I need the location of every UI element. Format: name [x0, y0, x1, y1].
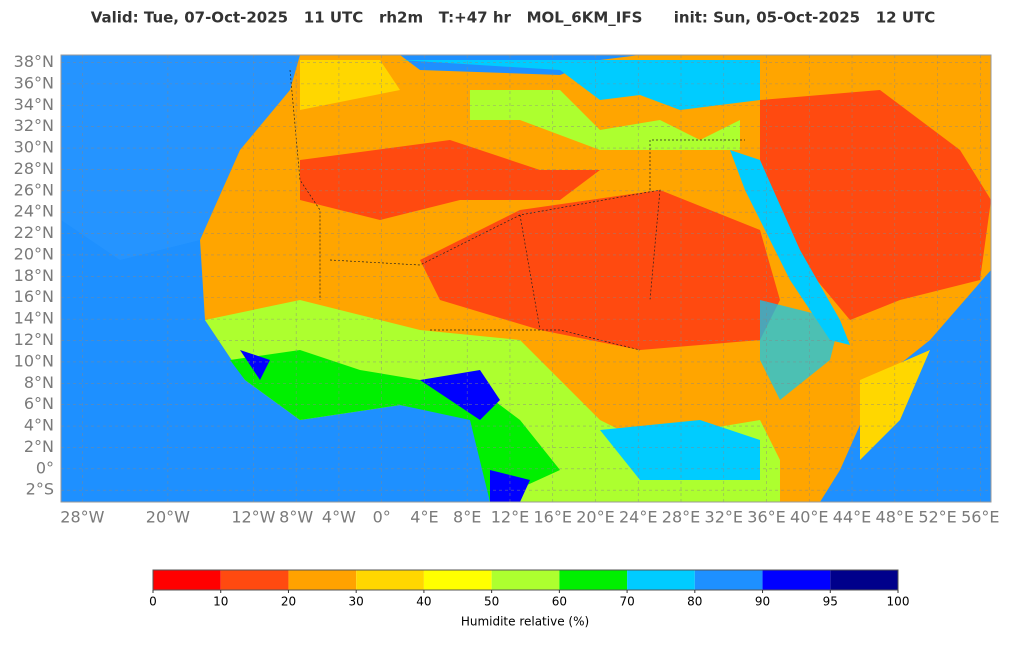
- colorbar-tick-label: 60: [552, 595, 567, 609]
- y-tick-label: 2°S: [26, 480, 54, 499]
- colorbar-tick-label: 70: [619, 595, 634, 609]
- colorbar-segment: [220, 570, 289, 590]
- y-tick-label: 32°N: [14, 116, 54, 135]
- x-tick-label: 48°E: [876, 508, 914, 527]
- colorbar-tick-label: 20: [281, 595, 296, 609]
- y-tick-label: 26°N: [14, 180, 54, 199]
- colorbar-segment: [423, 570, 492, 590]
- colorbar-tick-label: 100: [887, 595, 910, 609]
- colorbar-tick-label: 95: [823, 595, 838, 609]
- y-tick-label: 24°N: [14, 202, 54, 221]
- colorbar-tick-label: 50: [484, 595, 499, 609]
- x-tick-label: 40°E: [790, 508, 828, 527]
- y-tick-label: 34°N: [14, 95, 54, 114]
- y-tick-label: 16°N: [14, 287, 54, 306]
- y-tick-label: 10°N: [14, 351, 54, 370]
- x-tick-label: 4°E: [410, 508, 438, 527]
- colorbar-tick-label: 80: [687, 595, 702, 609]
- y-tick-label: 20°N: [14, 244, 54, 263]
- x-tick-label: 12°E: [491, 508, 529, 527]
- colorbar-tick-label: 10: [213, 595, 228, 609]
- colorbar: 0 10 20 30 40 50 60 70 80 90 95 100: [149, 569, 910, 609]
- y-tick-label: 0°: [36, 458, 54, 477]
- humidity-field: [61, 55, 991, 502]
- y-tick-label: 18°N: [14, 266, 54, 285]
- colorbar-segment: [153, 570, 221, 590]
- colorbar-segment: [559, 570, 628, 590]
- map-frame: [60, 54, 992, 503]
- y-tick-label: 2°N: [24, 437, 54, 456]
- x-tick-label: 20°W: [146, 508, 190, 527]
- colorbar-segment: [762, 570, 831, 590]
- x-tick-label: 36°E: [747, 508, 785, 527]
- colorbar-segment: [491, 570, 560, 590]
- x-tick-label: 52°E: [918, 508, 956, 527]
- x-tick-label: 28°E: [662, 508, 700, 527]
- x-tick-label: 12°W: [231, 508, 275, 527]
- colorbar-label: Humidite relative (%): [461, 615, 589, 629]
- colorbar-segment: [288, 570, 357, 590]
- colorbar-tick-label: 30: [349, 595, 364, 609]
- x-tick-label: 4°W: [322, 508, 356, 527]
- x-tick-label: 8°E: [453, 508, 481, 527]
- x-tick-label: 56°E: [961, 508, 999, 527]
- title: Valid: Tue, 07-Oct-2025 11 UTC rh2m T:+4…: [91, 9, 936, 27]
- y-tick-label: 22°N: [14, 223, 54, 242]
- y-tick-label: 8°N: [24, 373, 54, 392]
- colorbar-frame: [152, 569, 899, 591]
- y-tick-label: 6°N: [24, 394, 54, 413]
- y-tick-label: 12°N: [14, 330, 54, 349]
- graticule: [61, 55, 991, 502]
- y-tick-label: 28°N: [14, 159, 54, 178]
- colorbar-segment: [694, 570, 763, 590]
- x-tick-label: 32°E: [705, 508, 743, 527]
- colorbar-segment: [627, 570, 695, 590]
- y-tick-label: 36°N: [14, 73, 54, 92]
- colorbar-tick-label: 90: [755, 595, 770, 609]
- x-tick-label: 16°E: [533, 508, 571, 527]
- x-tick-label: 28°W: [60, 508, 104, 527]
- colorbar-segment: [356, 570, 424, 590]
- y-tick-label: 30°N: [14, 138, 54, 157]
- colorbar-segment: [830, 570, 898, 590]
- x-tick-label: 44°E: [833, 508, 871, 527]
- x-tick-label: 24°E: [619, 508, 657, 527]
- y-tick-label: 38°N: [14, 52, 54, 71]
- y-tick-label: 14°N: [14, 309, 54, 328]
- y-tick-label: 4°N: [24, 416, 54, 435]
- x-tick-label: 0°: [373, 508, 391, 527]
- colorbar-tick-label: 40: [416, 595, 431, 609]
- x-tick-label: 8°W: [279, 508, 313, 527]
- x-tick-label: 20°E: [576, 508, 614, 527]
- colorbar-tick-label: 0: [149, 595, 157, 609]
